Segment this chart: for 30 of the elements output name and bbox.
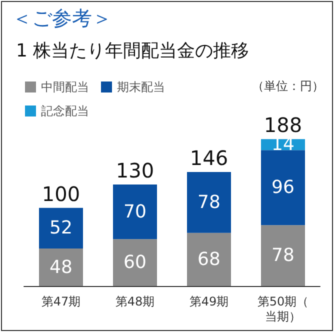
- legend-label: 期末配当: [117, 80, 165, 94]
- bar: [261, 225, 305, 286]
- chart-title: ＜ご参考＞: [12, 6, 112, 30]
- legend-label: 記念配当: [41, 104, 89, 118]
- bar: [39, 248, 83, 286]
- x-tick-label: 第48期: [115, 294, 155, 308]
- data-label: 70: [124, 201, 146, 222]
- data-label: 68: [198, 248, 220, 270]
- bar: [113, 239, 157, 286]
- total-label: 130: [116, 158, 154, 182]
- bar: [187, 172, 231, 233]
- x-tick-label: 第50期（当期）: [257, 294, 309, 324]
- text: （単位：円）: [252, 79, 324, 93]
- total-label: 146: [190, 146, 228, 170]
- data-label: 78: [198, 192, 220, 213]
- data-label: 78: [272, 245, 294, 266]
- bar: [261, 150, 305, 226]
- x-tick-label: 第49期: [189, 294, 229, 308]
- x-tick-label: 第47期: [41, 294, 81, 308]
- total-label: 188: [264, 113, 302, 138]
- chart-subtitle: 1 株当たり年間配当金の推移: [16, 40, 250, 62]
- data-label: 60: [124, 252, 146, 274]
- data-label: 96: [272, 177, 294, 198]
- data-label: 52: [50, 218, 72, 239]
- total-label: 100: [42, 182, 80, 206]
- bar: [39, 208, 83, 249]
- bar: [187, 232, 231, 286]
- data-label: 48: [50, 256, 72, 278]
- bar: [113, 184, 157, 240]
- legend-label: 中間配当: [41, 80, 89, 94]
